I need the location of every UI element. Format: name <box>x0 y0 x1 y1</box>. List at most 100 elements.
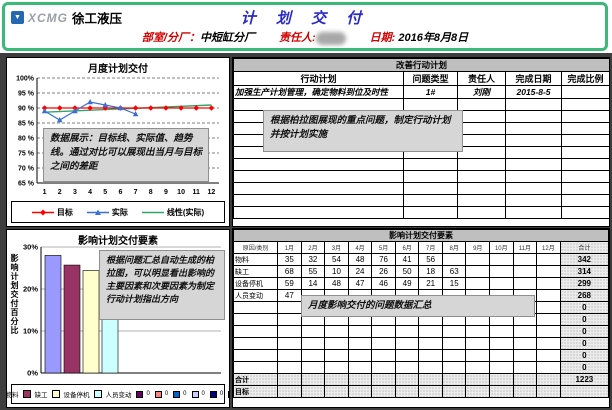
table-cell <box>324 349 349 362</box>
table-cell <box>233 170 404 183</box>
svg-text:75 %: 75 % <box>18 151 35 158</box>
table-cell: 10 <box>324 265 349 278</box>
table-cell <box>505 158 562 171</box>
table-row: 0 <box>233 361 609 374</box>
legend-swatch-icon <box>209 390 217 398</box>
data-table-title: 影响计划交付要素 <box>233 229 609 242</box>
table-cell: 加强生产计划管理，确定物料到位及时性 <box>233 85 404 99</box>
table-row: 0 <box>233 325 609 338</box>
table-cell <box>505 98 562 111</box>
table-cell <box>465 349 491 362</box>
svg-text:6: 6 <box>118 189 122 196</box>
table-cell <box>300 361 326 374</box>
table-row <box>233 194 609 207</box>
table-row: 加强生产计划管理，确定物料到位及时性 1# 刘刚 2015-8-5 <box>233 85 609 99</box>
legend-item: 0 <box>228 390 229 398</box>
table-cell <box>324 337 349 350</box>
row-label: 设备停机 <box>233 277 279 290</box>
table-cell <box>441 373 467 386</box>
table-cell: 59 <box>277 277 302 290</box>
table-cell: 32 <box>300 253 326 266</box>
table-cell <box>512 361 538 374</box>
delivery-factors-table: 影响计划交付要素 原因/类别 1月 2月 3月 4月 5月 6月 7月 8月 9月 10月 11月 12月… <box>233 229 609 398</box>
table-cell <box>465 265 491 278</box>
table-cell <box>489 337 514 350</box>
table-title-row: 改善行动计划 <box>233 58 609 72</box>
table-cell <box>403 182 458 195</box>
svg-text:10%: 10% <box>23 327 38 336</box>
table-cell <box>560 134 609 147</box>
table-cell: 54 <box>324 253 349 266</box>
table-cell <box>489 385 514 398</box>
table-row <box>233 182 609 195</box>
table-cell <box>277 373 302 386</box>
legend-item: 物料 <box>7 389 18 399</box>
table-cell <box>536 349 561 362</box>
legend-item: 目标 <box>31 207 73 218</box>
month-header: 5月 <box>371 241 396 254</box>
table-cell <box>457 206 506 219</box>
table-cell <box>560 206 609 219</box>
logo-group: ▼ XCMG 徐工液压 <box>11 8 122 27</box>
table-cell <box>560 98 609 111</box>
month-header: 12月 <box>536 241 561 254</box>
company-name: 徐工液压 <box>72 12 123 26</box>
table-cell <box>441 253 467 266</box>
bar-chart-panel: 影响计划交付要素 影响计划交付百分比 0% 10% 20% 30% 根据问题汇总自动生… <box>6 229 230 408</box>
table-cell <box>347 385 373 398</box>
table-cell <box>394 385 420 398</box>
row-label: 人员变动 <box>233 289 279 302</box>
target-row-label: 目标 <box>233 385 279 398</box>
legend-item: 实际 <box>86 207 128 218</box>
svg-text:9: 9 <box>164 189 168 196</box>
table-cell <box>371 325 396 338</box>
legend-item: 人员变动 <box>94 389 131 399</box>
column-header: 行动计划 <box>233 71 404 86</box>
table-cell: 46 <box>371 277 396 290</box>
table-row <box>233 158 609 171</box>
svg-text:2: 2 <box>58 189 62 196</box>
table-cell: 26 <box>371 265 396 278</box>
table-cell: 15 <box>441 277 467 290</box>
table-cell <box>560 158 609 171</box>
table-cell: 48 <box>324 277 349 290</box>
table-cell <box>536 301 561 314</box>
table-cell <box>441 349 467 362</box>
table-cell <box>560 170 609 183</box>
table-cell <box>512 253 538 266</box>
table-cell <box>465 385 491 398</box>
dept-field: 部室/分厂：中短缸分厂 <box>142 29 255 45</box>
table-cell <box>371 361 396 374</box>
bar-chart-annotation: 根据问题汇总自动生成的柏拉图，可以明显看出影响的主要因素和次要因素为制定行动计划… <box>99 250 225 320</box>
table-cell: 48 <box>347 253 373 266</box>
table-cell <box>465 277 491 290</box>
row-label <box>233 301 279 314</box>
table-cell <box>465 361 491 374</box>
table-cell <box>394 373 420 386</box>
row-total-cell: 314 <box>559 265 609 278</box>
table-cell <box>300 337 326 350</box>
table-row <box>233 98 609 111</box>
table-cell <box>512 349 538 362</box>
row-label <box>233 349 279 362</box>
svg-text:10: 10 <box>177 189 185 196</box>
table-cell <box>512 337 538 350</box>
table-cell <box>505 146 562 159</box>
action-plan-panel: 改善行动计划 行动计划 问题类型 责任人 完成日期 完成比例 加强生产计划管理，确定物料到位… <box>232 57 610 227</box>
table-cell <box>277 337 302 350</box>
legend-swatch-icon <box>52 390 61 398</box>
table-cell <box>277 349 302 362</box>
table-cell <box>457 182 506 195</box>
table-cell <box>465 337 491 350</box>
svg-text:0%: 0% <box>27 369 38 378</box>
table-cell <box>457 134 506 147</box>
month-header: 4月 <box>347 241 373 254</box>
table-cell <box>489 277 514 290</box>
table-cell <box>347 361 373 374</box>
table-cell <box>457 110 506 123</box>
table-cell <box>441 337 467 350</box>
table-cell: 35 <box>277 253 302 266</box>
table-cell <box>233 206 404 219</box>
table-cell <box>465 373 491 386</box>
table-cell <box>489 349 514 362</box>
